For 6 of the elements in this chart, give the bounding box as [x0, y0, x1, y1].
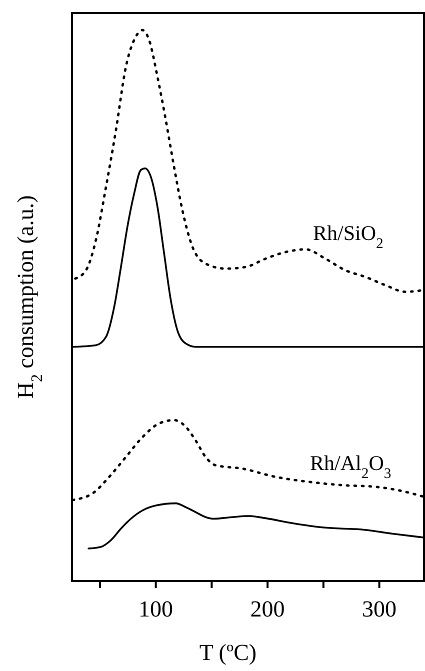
x-tick-label: 300: [362, 596, 397, 622]
x-tick-label: 200: [250, 596, 285, 622]
x-axis-title: T (ºC): [199, 640, 257, 665]
x-tick-label: 100: [138, 596, 174, 622]
annotation: Rh/SiO$_{2}$: [313, 221, 384, 252]
annotation: Rh/Al$_{2}$O$_{3}$: [310, 451, 392, 482]
